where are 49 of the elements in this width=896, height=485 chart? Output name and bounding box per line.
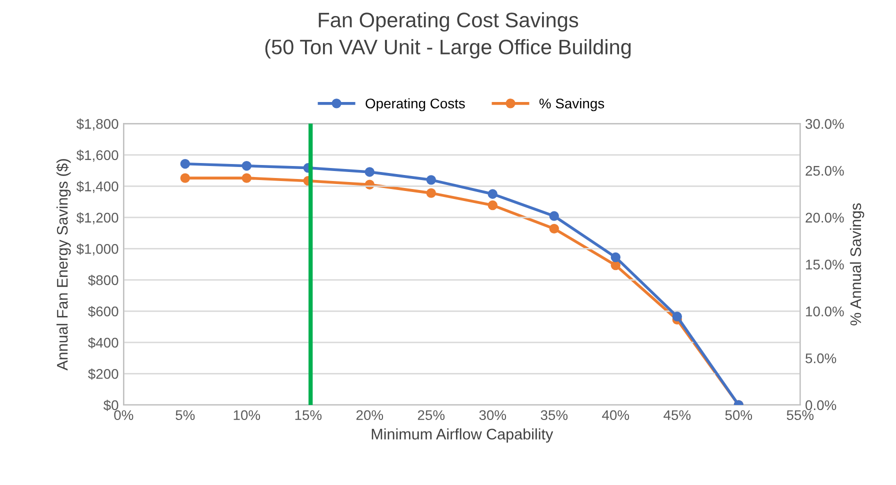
point xyxy=(426,188,436,198)
point xyxy=(672,312,682,322)
y-tick-label: $1,800 xyxy=(76,118,118,130)
point xyxy=(488,189,498,199)
x-tick-label: 25% xyxy=(418,410,445,420)
legend-label: Operating Costs xyxy=(366,98,465,112)
point xyxy=(180,173,190,183)
x-tick-label: 35% xyxy=(540,410,568,420)
y2-tick-label: 10.0% xyxy=(806,306,844,316)
y-tick-label: $1,400 xyxy=(76,180,118,193)
y-tick-label: $1,000 xyxy=(76,243,118,256)
y-tick-label: $0 xyxy=(103,400,118,411)
y2-tick-label: 30.0% xyxy=(806,119,844,129)
y-tick-label: $200 xyxy=(88,368,118,380)
point xyxy=(610,252,620,262)
point xyxy=(610,260,620,270)
y-tick-label: $1,200 xyxy=(76,212,118,224)
chart-title: Fan Operating Cost Savings (50 Ton VAV Unit - Large Office Building xyxy=(265,12,631,59)
x-tick-label: 50% xyxy=(725,410,752,420)
point xyxy=(488,200,498,210)
point xyxy=(180,158,190,169)
x-tick-label: 55% xyxy=(786,410,814,420)
point xyxy=(549,211,559,221)
x-tick-label: 10% xyxy=(234,410,260,420)
x-axis-title: Minimum Airflow Capability xyxy=(372,428,554,443)
x-tick-label: 40% xyxy=(602,410,630,420)
point xyxy=(426,175,436,185)
point xyxy=(242,173,252,183)
legend-label: % Savings xyxy=(539,98,604,112)
point xyxy=(242,161,252,171)
y2-tick-label: 15.0% xyxy=(806,260,844,270)
y2-tick-label: 20.0% xyxy=(806,212,844,223)
point xyxy=(549,224,559,234)
y-tick-label: $600 xyxy=(88,306,118,318)
y2-tick-label: 5.0% xyxy=(806,353,836,364)
point xyxy=(364,167,374,177)
y-tick-label: $400 xyxy=(88,337,118,348)
y2-tick-label: 25.0% xyxy=(806,166,844,176)
y-axis-title: Annual Fan Energy Savings ($) xyxy=(56,159,71,370)
y-tick-label: $800 xyxy=(88,274,118,286)
x-tick-label: 0% xyxy=(114,410,134,420)
y2-tick-label: 0.0% xyxy=(806,400,836,410)
x-tick-label: 20% xyxy=(356,410,384,420)
x-tick-label: 15% xyxy=(295,410,322,420)
y-tick-label: $1,600 xyxy=(76,150,118,162)
x-tick-label: 45% xyxy=(664,410,691,420)
x-tick-label: 5% xyxy=(176,410,195,420)
y2-axis-title: % Annual Savings xyxy=(850,203,864,326)
x-tick-label: 30% xyxy=(479,410,506,420)
